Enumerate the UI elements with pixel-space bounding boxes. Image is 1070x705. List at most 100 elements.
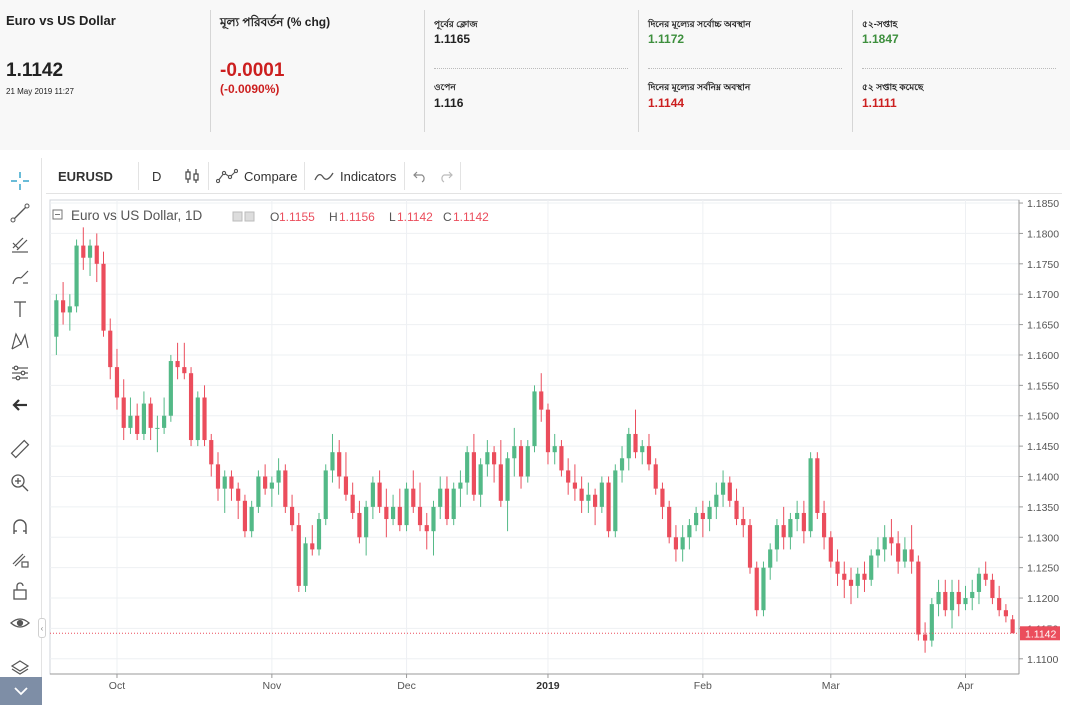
candle [828,537,833,562]
candle [848,579,854,586]
legend-collapse-icon[interactable] [52,209,63,220]
candle [997,598,1002,611]
candle [687,525,692,538]
candle [61,300,66,313]
crosshair-icon[interactable] [6,168,34,194]
interval-button[interactable]: D [152,168,162,184]
candle [943,591,948,611]
candle [599,482,604,507]
candle [801,512,806,532]
y-tick-label: 1.1200 [1027,593,1059,605]
day-high-label: দিনের মূল্যের সর্বোচ্চ অবস্থান [648,19,751,29]
candle [734,500,739,520]
candle [424,525,429,532]
candle [532,391,537,447]
brush-icon[interactable] [6,264,34,290]
candle [983,573,988,580]
eye-icon[interactable] [6,610,34,636]
svg-text:O1.1155 H1.1156: O1.1155 H1.1156 L1.1142 C1.1142 [270,210,489,224]
y-tick-label: 1.1650 [1027,320,1059,332]
pencil-lock-icon[interactable] [6,546,34,572]
quote-separator [852,10,853,132]
candle [323,470,328,520]
open-value: 1.116 [434,96,464,110]
candle [330,452,335,471]
candle [1003,610,1008,617]
price-chart[interactable]: 1.1850 1.1800 1.1750 1.1700 1.1650 1.1600 1.15… [46,196,1062,696]
candle [451,488,456,520]
candle [269,482,274,489]
candle [572,482,577,489]
quote-header: Euro vs US Dollar 1.1142 21 May 2019 11:… [0,0,1070,150]
candlestick-chart[interactable]: 1.1850 1.1800 1.1750 1.1700 1.1650 1.1600 1.15… [46,196,1062,696]
candle [121,397,126,428]
symbol-button[interactable]: EURUSD [58,168,113,184]
candle [222,476,227,489]
compare-icon [216,168,238,184]
zoom-in-icon[interactable] [6,470,34,496]
x-tick-label: Apr [957,680,974,692]
candle [108,330,113,368]
indicators-button[interactable]: Indicators [314,158,396,194]
prev-close-label: পূর্বের ক্লোজ [434,19,478,29]
y-tick-label: 1.1700 [1027,289,1059,301]
toolbar-separator [138,162,139,190]
candle [155,427,160,429]
candle [680,537,685,550]
candle [936,591,941,605]
layers-icon[interactable] [6,654,34,680]
candle [896,543,901,562]
compare-button[interactable]: Compare [216,158,297,194]
candle [397,506,402,526]
candle [249,506,254,532]
candle [781,525,786,538]
candle [283,470,288,507]
candle [525,446,530,477]
toolbar-collapse-handle[interactable]: ‹ [38,618,46,638]
legend-title: Euro vs US Dollar, 1D [71,208,203,223]
text-tool-icon[interactable] [6,296,34,322]
candle [970,591,975,599]
candle [855,573,860,586]
compare-label: Compare [244,168,298,184]
back-arrow-icon[interactable] [6,392,34,418]
eye-icon[interactable] [232,211,243,222]
trend-line-icon[interactable] [6,200,34,226]
candle [673,537,679,550]
candle [478,464,483,495]
candle [175,361,180,368]
candle [263,476,268,489]
candle [963,598,968,605]
chevron-down-icon[interactable] [0,677,42,705]
pattern-icon[interactable] [6,328,34,354]
candle [465,452,470,483]
candle [195,397,200,441]
candle [202,397,207,441]
candle [835,561,840,574]
candle [74,245,79,307]
settings-icon[interactable] [244,211,255,222]
y-tick-label: 1.1800 [1027,228,1059,240]
undo-icon[interactable] [412,158,428,194]
candle [714,494,719,507]
candle [357,512,362,538]
ruler-icon[interactable] [6,436,34,462]
candles-icon[interactable] [184,158,200,194]
legend-high: 1.1156 [339,210,375,224]
prediction-icon[interactable] [6,360,34,386]
candle [889,537,894,544]
week52-low-label: ৫২ সপ্তাহ কমেছে [862,82,924,92]
drawing-toolbar [0,158,42,705]
fib-tool-icon[interactable] [6,232,34,258]
candle [444,488,450,520]
toolbar-separator [304,162,305,190]
candle [471,452,476,495]
redo-icon[interactable] [438,158,454,194]
x-tick-label: Mar [822,680,841,692]
candle [727,482,732,501]
candle [310,543,315,550]
candle [949,591,955,611]
candle [795,512,800,520]
magnet-icon[interactable] [6,514,34,540]
unlock-icon[interactable] [6,578,34,604]
